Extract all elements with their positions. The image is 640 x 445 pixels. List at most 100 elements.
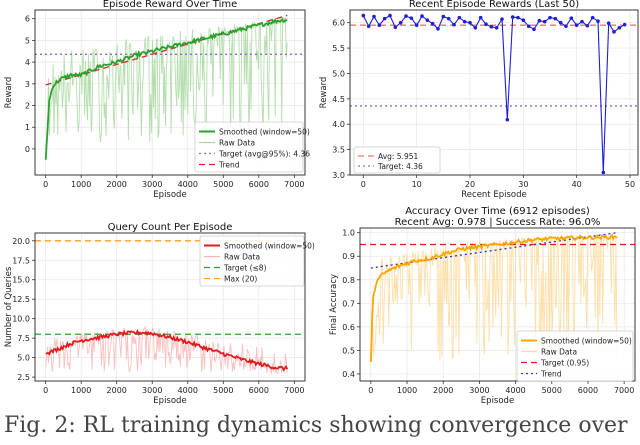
chart-accuracy: 0 1000 2000 3000 4000 5000 6000 7000 0.4 0.5 0.6 0.…: [329, 206, 636, 405]
reward-point: [516, 15, 520, 20]
y-tick-label: 0.7: [342, 299, 355, 308]
y-axis-label: Final Accuracy: [329, 274, 339, 335]
legend: Smoothed (window=50) Raw Data Target (≤8) M…: [199, 235, 315, 287]
chart-title: Query Count Per Episode: [108, 222, 233, 233]
reward-point: [510, 15, 515, 19]
y-tick-label: 5.5: [332, 44, 345, 53]
reward-point: [377, 23, 382, 28]
figure: 0 1000 2000 3000 4000 5000 6000 70000123456Epis…: [4, 0, 639, 405]
y-tick-label: 0.9: [342, 252, 355, 261]
reward-point: [569, 16, 574, 20]
legend: Smoothed (window=50) Raw Data Target (avg@…: [194, 121, 310, 173]
x-tick-label: 2000: [433, 386, 453, 395]
reward-point: [414, 23, 419, 28]
reward-point: [393, 25, 398, 30]
reward-point: [601, 170, 606, 175]
legend-box: [194, 121, 304, 173]
legend-label: Max (20): [224, 275, 257, 284]
x-tick-label: 3000: [469, 386, 489, 395]
y-tick-label: 15.0: [12, 276, 30, 285]
y-tick-label: 5.0: [17, 354, 30, 363]
reward-point: [457, 15, 462, 20]
reward-point: [404, 14, 408, 18]
y-tick-label: 12.5: [12, 295, 30, 304]
legend-label: Trend: [540, 370, 562, 379]
reward-point: [473, 25, 478, 30]
x-tick-label: 40: [572, 180, 582, 189]
x-axis-label: Episode: [153, 190, 186, 200]
chart-reward: 0 1000 2000 3000 4000 5000 6000 7000 0 1 2 3 4 5 6 Epis…: [4, 0, 310, 200]
x-tick-label: 4000: [178, 180, 198, 189]
chart-title: Episode Reward Over Time: [103, 0, 238, 10]
reward-point: [489, 24, 494, 29]
reward-point: [436, 26, 440, 31]
reward-point: [425, 18, 430, 22]
x-tick-label: 1000: [397, 386, 417, 395]
legend-box: [353, 146, 441, 174]
reward-point: [617, 25, 622, 30]
legend-label: Target: 4.36: [377, 162, 423, 171]
y-tick-label: 3.0: [332, 171, 345, 180]
y-tick-label: 6.0: [332, 19, 345, 28]
x-tick-label: 0: [43, 180, 48, 189]
legend-box: [516, 330, 634, 382]
x-tick-label: 1000: [71, 386, 91, 395]
reward-point: [622, 22, 627, 27]
reward-point: [446, 16, 451, 21]
y-tick-label: 7.5: [17, 334, 30, 343]
x-axis-label: Episode: [481, 396, 514, 405]
legend-label: Raw Data: [541, 348, 577, 357]
legend-label: Smoothed (window=50): [219, 128, 310, 137]
x-tick-label: 6000: [249, 386, 269, 395]
legend: Smoothed (window=50) Raw Data Target (0.95…: [516, 330, 634, 382]
x-axis-label: Episode: [153, 396, 186, 405]
axes-frame: [349, 9, 639, 176]
x-tick-label: 3000: [142, 180, 162, 189]
y-tick-label: 3: [25, 80, 30, 89]
reward-point: [409, 16, 414, 20]
x-tick-label: 50: [625, 180, 635, 189]
reward-point: [372, 14, 376, 19]
y-tick-label: 0.6: [342, 323, 355, 332]
smoothed-line: [370, 233, 618, 363]
reward-point: [574, 23, 579, 28]
axes-frame: [34, 232, 306, 382]
figure-caption: Fig. 2: RL training dynamics showing con…: [4, 413, 636, 438]
x-tick-label: 0: [43, 386, 48, 395]
reward-point: [468, 20, 472, 25]
plot-area: [350, 13, 638, 175]
x-tick-label: 5000: [542, 386, 562, 395]
plot-area: [360, 232, 635, 363]
reward-point: [398, 20, 403, 25]
chart-title: Recent Episode Rewards (Last 50): [409, 0, 579, 10]
y-tick-label: 4: [25, 58, 30, 67]
y-tick-label: 0.8: [342, 276, 355, 285]
reward-point: [478, 15, 483, 20]
legend-box: [199, 235, 305, 287]
x-tick-label: 0: [368, 386, 373, 395]
y-tick-label: 4.5: [332, 95, 345, 104]
reward-point: [558, 20, 563, 25]
legend-label: Target (≤8): [223, 264, 267, 273]
reward-point: [420, 14, 424, 18]
reward-point: [590, 15, 595, 20]
y-tick-label: 0.5: [342, 346, 355, 355]
reward-point: [521, 18, 526, 22]
reward-point: [537, 18, 542, 23]
y-tick-label: 6: [25, 15, 30, 24]
y-tick-label: 0: [25, 145, 30, 154]
reward-point: [553, 16, 558, 21]
reward-point: [564, 24, 568, 29]
reward-point: [361, 13, 366, 18]
reward-point: [366, 24, 371, 29]
reward-point: [548, 15, 552, 20]
reward-point: [606, 21, 611, 26]
x-tick-label: 10: [412, 180, 422, 189]
x-tick-label: 4000: [505, 386, 525, 395]
x-tick-label: 0: [361, 180, 366, 189]
y-tick-label: 5.0: [332, 69, 345, 78]
legend-label: Raw Data: [219, 139, 255, 148]
reward-point: [452, 22, 456, 27]
y-tick-label: 20.0: [12, 237, 30, 246]
